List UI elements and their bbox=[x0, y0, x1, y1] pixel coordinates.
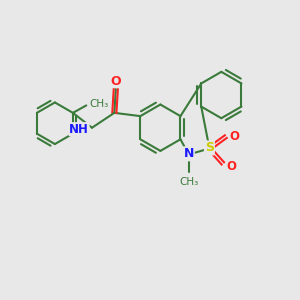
Text: NH: NH bbox=[69, 123, 89, 136]
Text: CH₃: CH₃ bbox=[179, 177, 198, 187]
Text: S: S bbox=[205, 141, 214, 154]
Text: O: O bbox=[230, 130, 239, 143]
Text: CH₃: CH₃ bbox=[89, 99, 109, 109]
Text: N: N bbox=[184, 147, 194, 161]
Text: O: O bbox=[226, 160, 236, 173]
Text: O: O bbox=[110, 75, 121, 88]
